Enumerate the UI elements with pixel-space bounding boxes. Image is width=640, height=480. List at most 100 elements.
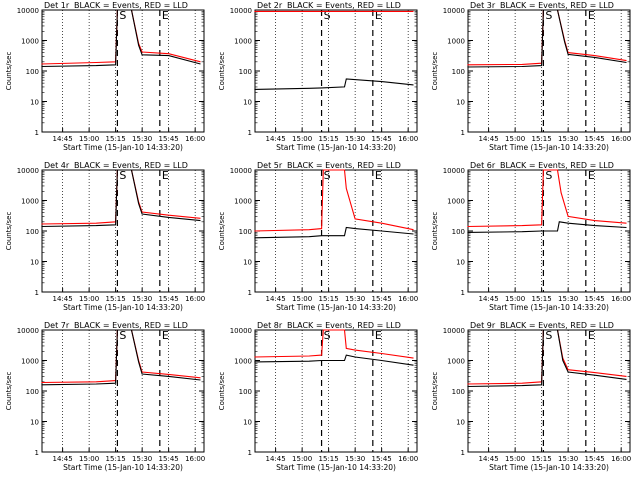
y-tick-label: 1000	[21, 358, 39, 366]
marker-label: E	[162, 9, 169, 22]
y-tick-label: 100	[239, 68, 252, 76]
y-tick-label: 1000	[234, 198, 252, 206]
y-tick-label: 10000	[17, 7, 39, 15]
y-tick-label: 10	[30, 99, 39, 107]
panel-title: Det 7r	[44, 321, 70, 330]
x-tick-label: 16:00	[398, 135, 418, 143]
y-tick-label: 10000	[230, 7, 252, 15]
x-tick-label: 15:15	[106, 295, 126, 303]
marker-label: E	[162, 169, 169, 182]
x-tick-label: 15:15	[319, 135, 339, 143]
marker-label: S	[119, 169, 126, 182]
plot-frame	[41, 9, 205, 133]
x-tick-label: 15:30	[558, 455, 578, 463]
x-axis-label: Start Time (15-Jan-10 14:33:20)	[63, 463, 183, 472]
x-tick-label: 15:15	[106, 455, 126, 463]
panel-subtitle: BLACK = Events, RED = LLD	[500, 161, 614, 170]
y-tick-label: 10000	[443, 7, 465, 15]
panel-subtitle: BLACK = Events, RED = LLD	[500, 1, 614, 10]
events-series-line	[467, 9, 627, 68]
x-axis-label: Start Time (15-Jan-10 14:33:20)	[489, 303, 609, 312]
events-series-line	[254, 78, 414, 90]
x-tick-label: 15:30	[345, 295, 365, 303]
x-tick-label: 15:45	[585, 455, 605, 463]
lld-series-line	[254, 169, 414, 232]
panel-subtitle: BLACK = Events, RED = LLD	[500, 321, 614, 330]
detector-panel: Det 5r BLACK = Events, RED = LLD 1 10 100 100…	[218, 161, 418, 312]
panel-title: Det 6r	[470, 161, 496, 170]
x-tick-label: 15:15	[319, 455, 339, 463]
x-tick-label: 16:00	[611, 135, 631, 143]
panel-title: Det 1r	[44, 1, 70, 10]
x-tick-label: 15:15	[532, 295, 552, 303]
x-tick-label: 15:45	[372, 295, 392, 303]
x-tick-label: 15:45	[585, 135, 605, 143]
y-axis-label: Counts/sec	[431, 372, 439, 411]
x-tick-label: 15:45	[372, 455, 392, 463]
y-axis-label: Counts/sec	[431, 52, 439, 91]
y-tick-label: 10	[243, 259, 252, 267]
y-tick-label: 1	[248, 129, 252, 137]
y-axis-label: Counts/sec	[5, 372, 13, 411]
x-tick-label: 15:45	[159, 295, 179, 303]
panel-title: Det 4r	[44, 161, 70, 170]
panel-subtitle: BLACK = Events, RED = LLD	[74, 1, 188, 10]
marker-label: E	[375, 9, 382, 22]
y-tick-label: 10000	[443, 327, 465, 335]
y-tick-label: 1	[35, 129, 39, 137]
y-axis-label: Counts/sec	[218, 52, 226, 91]
panel-title: Det 3r	[470, 1, 496, 10]
x-tick-label: 15:00	[292, 135, 312, 143]
panel-title: Det 5r	[257, 161, 283, 170]
lld-series-line	[467, 169, 627, 228]
x-tick-label: 15:30	[558, 135, 578, 143]
x-tick-label: 15:00	[292, 295, 312, 303]
events-series-line	[254, 354, 414, 366]
marker-label: E	[162, 329, 169, 342]
marker-label: S	[324, 329, 331, 342]
y-tick-label: 1000	[234, 38, 252, 46]
panel-subtitle: BLACK = Events, RED = LLD	[74, 321, 188, 330]
plot-frame	[254, 9, 418, 133]
y-tick-label: 100	[239, 228, 252, 236]
y-axis-label: Counts/sec	[5, 52, 13, 91]
plot-frame	[254, 169, 418, 293]
x-tick-label: 14:45	[53, 455, 73, 463]
x-tick-label: 14:45	[266, 295, 286, 303]
x-tick-label: 15:00	[505, 295, 525, 303]
detector-panel: Det 1r BLACK = Events, RED = LLD 1 10 100 100…	[5, 1, 205, 152]
plot-frame	[41, 329, 205, 453]
y-tick-label: 1000	[447, 358, 465, 366]
marker-label: E	[588, 329, 595, 342]
panel-subtitle: BLACK = Events, RED = LLD	[287, 321, 401, 330]
x-tick-label: 16:00	[185, 135, 205, 143]
y-tick-label: 1	[461, 289, 465, 297]
x-tick-label: 16:00	[398, 455, 418, 463]
marker-label: E	[588, 9, 595, 22]
x-tick-label: 15:45	[159, 455, 179, 463]
panel-subtitle: BLACK = Events, RED = LLD	[287, 1, 401, 10]
y-tick-label: 100	[452, 228, 465, 236]
plot-frame	[41, 169, 205, 293]
y-tick-label: 1000	[447, 198, 465, 206]
x-axis-label: Start Time (15-Jan-10 14:33:20)	[489, 463, 609, 472]
detector-panel: Det 7r BLACK = Events, RED = LLD 1 10 100 100…	[5, 321, 205, 472]
detector-panel: Det 6r BLACK = Events, RED = LLD 1 10 100 100…	[431, 161, 631, 312]
y-tick-label: 1000	[21, 38, 39, 46]
y-tick-label: 10000	[230, 327, 252, 335]
lld-series-line	[254, 329, 414, 359]
x-tick-label: 14:45	[479, 135, 499, 143]
y-tick-label: 1	[248, 289, 252, 297]
marker-label: E	[588, 169, 595, 182]
y-tick-label: 100	[452, 68, 465, 76]
y-tick-label: 10000	[17, 327, 39, 335]
panel-subtitle: BLACK = Events, RED = LLD	[287, 161, 401, 170]
marker-label: S	[545, 329, 552, 342]
x-tick-label: 15:00	[79, 455, 99, 463]
y-tick-label: 100	[26, 68, 39, 76]
y-axis-label: Counts/sec	[431, 212, 439, 251]
x-tick-label: 15:00	[79, 135, 99, 143]
marker-label: S	[119, 329, 126, 342]
x-tick-label: 15:45	[159, 135, 179, 143]
y-tick-label: 100	[26, 228, 39, 236]
